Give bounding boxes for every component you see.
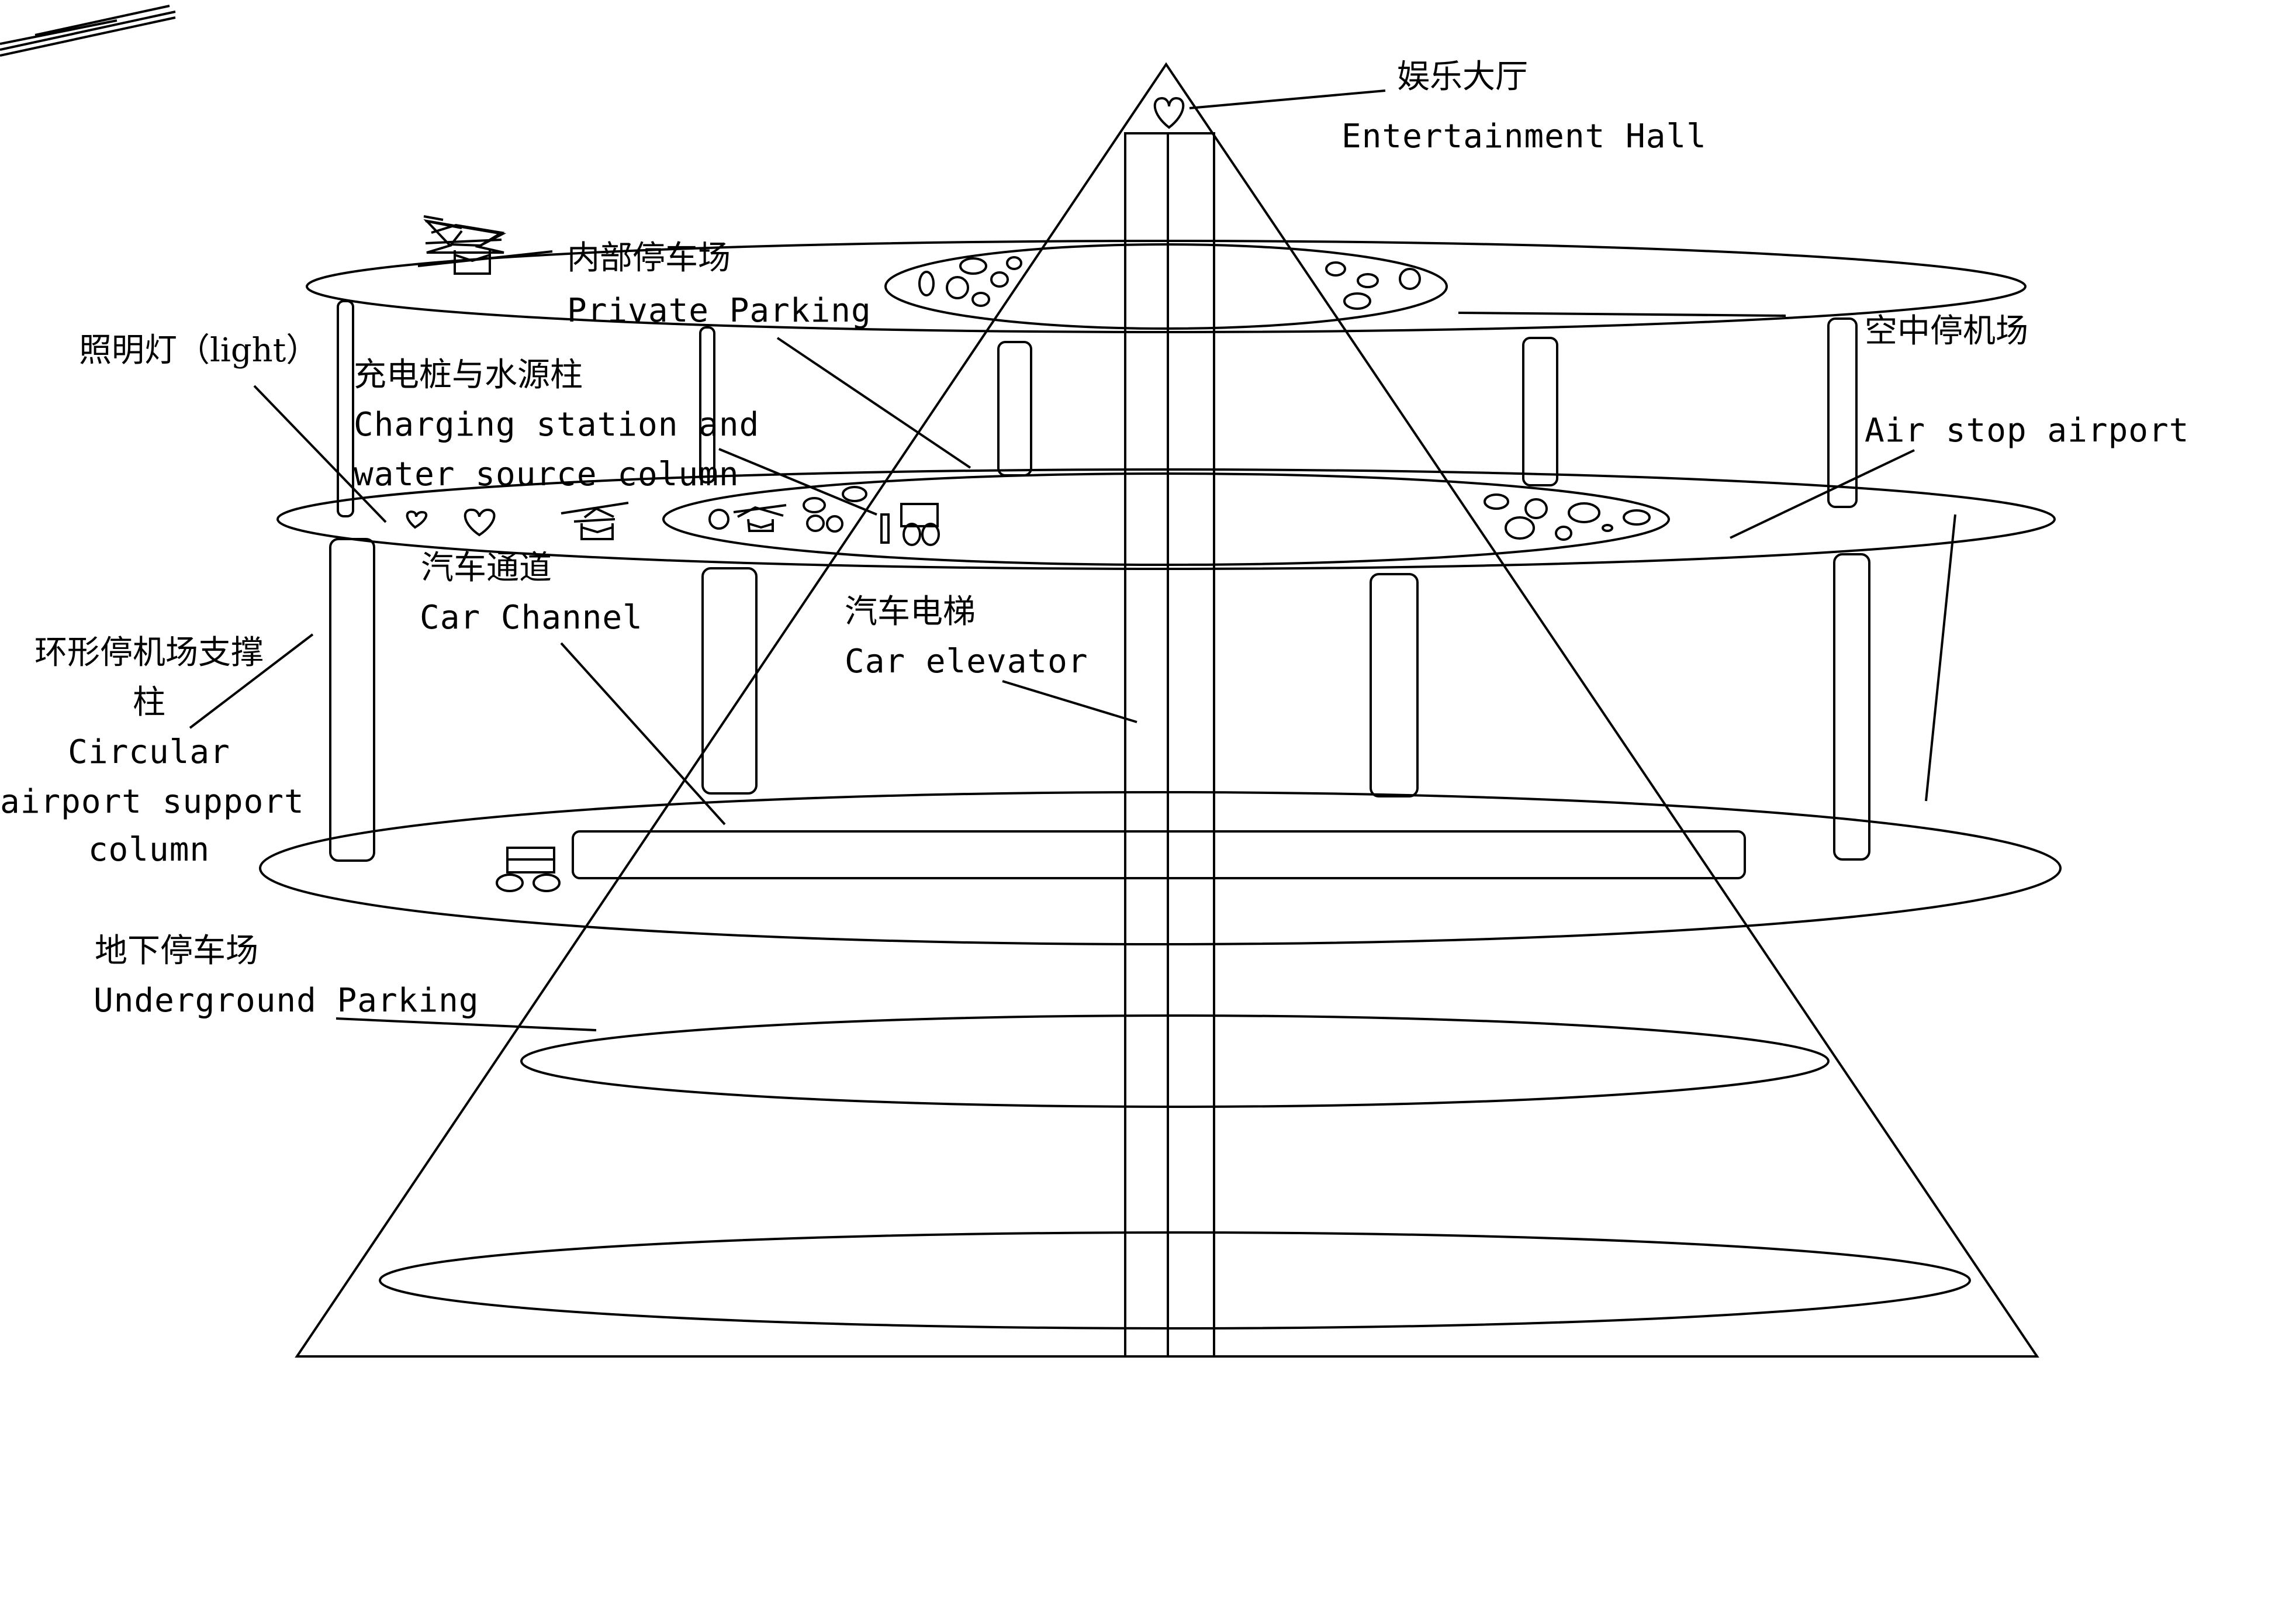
upper-column-1 <box>337 300 354 517</box>
private-parking-en: Private Parking <box>567 292 872 330</box>
upper-column-4 <box>1522 337 1558 486</box>
parking-spots-middle <box>708 486 1651 541</box>
leader-lines <box>189 89 1956 1031</box>
car-elevator-zh: 汽车电梯 <box>845 593 976 631</box>
support-column-en-2: airport support <box>0 783 305 821</box>
lower-column-2 <box>701 567 758 795</box>
air-stop-airport-en: Air stop airport <box>1865 412 2190 450</box>
air-stop-airport-disc <box>306 240 2027 333</box>
support-column-zh-2: 柱 <box>133 683 165 721</box>
corner-scribble <box>0 5 176 57</box>
private-parking-icon <box>423 219 507 254</box>
charging-station-zh: 充电桩与水源柱 <box>354 356 583 394</box>
underground-level-1 <box>520 1014 1830 1108</box>
light-label: 照明灯（light） <box>79 332 319 370</box>
underground-parking-zh: 地下停车场 <box>95 932 258 970</box>
car-channel-bar <box>572 830 1746 879</box>
support-column-en-3: column <box>88 831 210 869</box>
private-parking-zh: 内部停车场 <box>567 239 731 277</box>
upper-column-3 <box>997 341 1032 477</box>
upper-column-2 <box>699 326 715 484</box>
support-column-en-1: Circular <box>68 733 230 771</box>
air-stop-airport-zh: 空中停机场 <box>1865 312 2028 350</box>
entertainment-hall-zh: 娱乐大厅 <box>1397 58 1528 96</box>
underground-level-2 <box>379 1231 1971 1330</box>
middle-ring-disc <box>276 468 2056 570</box>
entertainment-hall-en: Entertainment Hall <box>1341 118 1707 156</box>
lower-column-3 <box>1370 573 1419 797</box>
upper-column-5 <box>1827 317 1858 508</box>
ground-floor-disc <box>259 791 2062 945</box>
car-icon-middle <box>880 503 940 546</box>
charging-station-en-1: Charging station and <box>354 406 760 444</box>
lower-column-1 <box>329 538 375 862</box>
car-channel-zh: 汽车通道 <box>421 549 552 587</box>
car-channel-en: Car Channel <box>420 599 643 637</box>
entertainment-heart-icon <box>1153 96 1185 129</box>
charging-station-en-2: water source column <box>354 455 739 493</box>
car-icon-ground <box>496 847 561 892</box>
parking-spots-top <box>918 256 1421 310</box>
car-elevator-shaft <box>1124 132 1215 1358</box>
car-elevator-en: Car elevator <box>845 643 1088 681</box>
underground-parking-en: Underground Parking <box>94 982 479 1020</box>
private-parking-area <box>884 243 1448 330</box>
middle-inner-area <box>662 472 1670 566</box>
light-icons <box>406 508 496 537</box>
lower-column-4 <box>1833 553 1870 861</box>
support-column-zh-1: 环形停机场支撑 <box>34 634 264 672</box>
